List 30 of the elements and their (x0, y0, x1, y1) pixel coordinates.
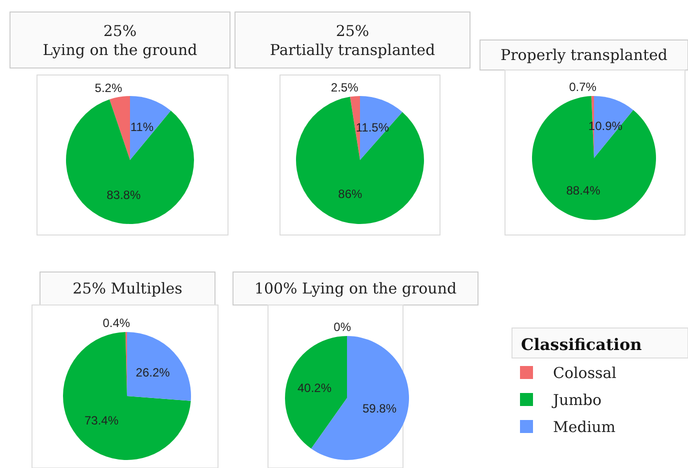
data-label: 11% (130, 120, 154, 134)
data-label: 88.4% (566, 184, 601, 198)
pie-slice (109, 96, 130, 160)
pie-slice (130, 96, 171, 160)
pie-slice (296, 96, 424, 224)
legend-label: Medium (553, 418, 616, 436)
pie-slice (127, 332, 191, 401)
chart-title: 25% Multiples (72, 280, 182, 298)
pie-slice (63, 332, 191, 460)
pie-slice (532, 96, 656, 220)
chart-title: 100% Lying on the ground (254, 280, 457, 298)
data-label: 83.8% (106, 188, 141, 202)
data-label: 26.2% (136, 365, 170, 380)
pie-slice (285, 336, 347, 449)
data-label: 40.2% (297, 380, 332, 395)
legend-label: Jumbo (551, 391, 602, 409)
data-label: 86% (338, 187, 363, 201)
chart-title: Properly transplanted (500, 46, 668, 64)
pie-slice (66, 99, 194, 224)
data-label: 73.4% (84, 413, 119, 428)
data-label: 59.8% (362, 402, 397, 416)
legend-title: Classification (521, 335, 642, 354)
data-label: 0.7% (569, 80, 597, 94)
legend-label: Colossal (553, 364, 617, 382)
chart-title: 25% Lying on the ground (42, 22, 198, 59)
text: 0% (334, 320, 351, 334)
chart-title: 25% Partially transplanted (270, 22, 436, 59)
data-label: 0.4% (102, 316, 130, 330)
data-label: 5.2% (94, 81, 122, 96)
data-label: 2.5% (330, 80, 359, 94)
